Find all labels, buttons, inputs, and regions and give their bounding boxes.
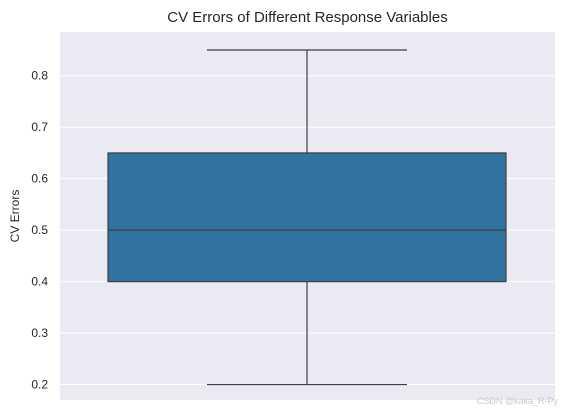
- y-tick-label: 0.8: [31, 69, 48, 83]
- chart-title: CV Errors of Different Response Variable…: [167, 9, 447, 26]
- y-tick-label: 0.3: [31, 326, 48, 340]
- y-tick-label: 0.6: [31, 172, 48, 186]
- y-tick-label: 0.2: [31, 378, 48, 392]
- y-tick-label: 0.4: [31, 275, 48, 289]
- box-plot: [107, 49, 507, 386]
- interquartile-box: [107, 152, 507, 283]
- y-tick-label: 0.5: [31, 223, 48, 237]
- watermark: CSDN @kaka_R-Py: [476, 396, 558, 406]
- y-tick-labels: 0.2 0.3 0.4 0.5 0.6 0.7 0.8: [31, 69, 48, 392]
- y-tick-label: 0.7: [31, 120, 48, 134]
- y-axis-label: CV Errors: [8, 190, 22, 243]
